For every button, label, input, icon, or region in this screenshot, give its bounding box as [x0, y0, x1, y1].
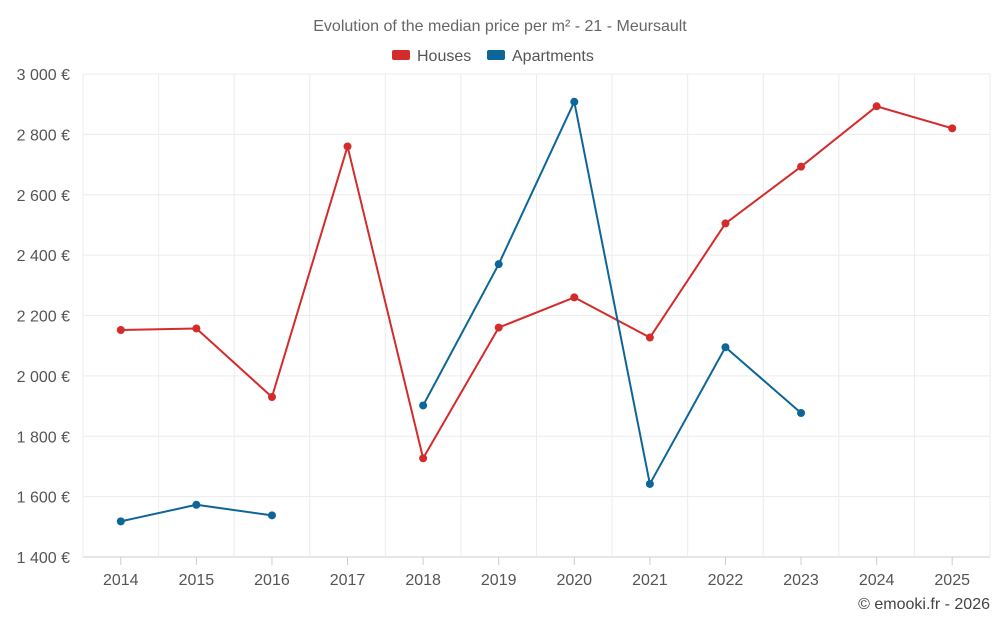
data-point-apartments[interactable]	[797, 409, 806, 418]
y-tick-label: 2 400 €	[17, 248, 70, 265]
y-tick-label: 1 800 €	[17, 429, 70, 446]
data-point-houses[interactable]	[192, 324, 201, 333]
y-tick-label: 1 400 €	[17, 550, 70, 567]
x-tick-label: 2020	[556, 572, 592, 589]
series-apartments	[116, 97, 806, 526]
chart-title: Evolution of the median price per m² - 2…	[313, 18, 687, 35]
legend-swatch-apartments	[487, 50, 505, 60]
x-tick-label: 2018	[405, 572, 441, 589]
data-point-houses[interactable]	[494, 323, 503, 332]
data-point-houses[interactable]	[267, 393, 276, 402]
legend-label-apartments: Apartments	[512, 48, 594, 65]
x-tick-label: 2014	[103, 572, 139, 589]
y-tick-label: 3 000 €	[17, 67, 70, 84]
x-tick-label: 2021	[632, 572, 668, 589]
x-tick-label: 2017	[330, 572, 366, 589]
y-tick-label: 1 600 €	[17, 490, 70, 507]
data-point-houses[interactable]	[343, 142, 352, 151]
y-tick-label: 2 600 €	[17, 188, 70, 205]
data-point-houses[interactable]	[645, 333, 654, 342]
y-tick-label: 2 200 €	[17, 309, 70, 326]
x-axis-ticks: 2014 2015 2016 2017 2018 2019 2020 2021 2022 2023…	[103, 557, 970, 589]
data-point-apartments[interactable]	[645, 479, 654, 488]
data-point-houses[interactable]	[872, 102, 881, 111]
x-tick-label: 2016	[254, 572, 290, 589]
x-tick-label: 2023	[783, 572, 819, 589]
series	[116, 97, 957, 526]
data-point-houses[interactable]	[419, 454, 428, 463]
x-tick-label: 2015	[179, 572, 215, 589]
data-point-apartments[interactable]	[494, 260, 503, 269]
data-point-apartments[interactable]	[721, 343, 730, 352]
series-line-apartments	[422, 100, 802, 485]
legend-item-apartments[interactable]: Apartments	[487, 48, 594, 65]
x-tick-label: 2019	[481, 572, 517, 589]
legend-item-houses[interactable]: Houses	[392, 48, 471, 65]
x-tick-label: 2024	[859, 572, 895, 589]
series-line-houses	[120, 105, 953, 460]
data-point-houses[interactable]	[948, 124, 957, 133]
credit-text: © emooki.fr - 2026	[858, 596, 990, 613]
legend-label-houses: Houses	[417, 48, 471, 65]
x-tick-label: 2025	[934, 572, 970, 589]
y-tick-label: 2 000 €	[17, 369, 70, 386]
data-point-houses[interactable]	[797, 162, 806, 171]
data-point-apartments[interactable]	[192, 500, 201, 509]
data-point-houses[interactable]	[721, 219, 730, 228]
data-point-apartments[interactable]	[570, 97, 579, 106]
data-point-houses[interactable]	[116, 325, 125, 334]
data-point-apartments[interactable]	[116, 517, 125, 526]
legend-swatch-houses	[392, 50, 410, 60]
data-point-houses[interactable]	[570, 293, 579, 302]
grid	[82, 73, 991, 558]
legend[interactable]: Houses Apartments	[392, 48, 594, 65]
data-point-apartments[interactable]	[267, 511, 276, 520]
x-tick-label: 2022	[708, 572, 744, 589]
y-tick-label: 2 800 €	[17, 127, 70, 144]
y-axis-ticks: 1 400 € 1 600 € 1 800 € 2 000 € 2 200 € 2 400…	[17, 67, 70, 567]
data-point-apartments[interactable]	[419, 401, 428, 410]
series-houses	[116, 102, 957, 463]
